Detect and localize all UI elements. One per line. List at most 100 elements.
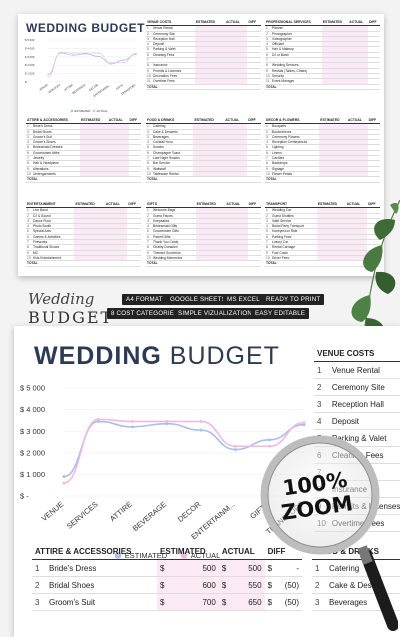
mini-row-item[interactable]: Backdrops (271, 160, 320, 167)
mini-cell-actual[interactable] (107, 160, 129, 167)
mini-cell-actual[interactable] (225, 218, 248, 225)
mini-cell-actual[interactable] (224, 52, 248, 59)
mini-cell-actual[interactable] (224, 134, 248, 141)
mini-cell-actual[interactable] (345, 234, 368, 241)
estimated-value[interactable]: 500 (169, 559, 219, 577)
mini-cell-estimated[interactable] (321, 46, 349, 53)
mini-cell-estimated[interactable] (80, 134, 108, 141)
mini-cell-estimated[interactable] (319, 150, 347, 157)
mini-cell-actual[interactable] (224, 25, 248, 32)
mini-cell-estimated[interactable] (193, 144, 225, 151)
mini-row-item[interactable]: Luxury Car (271, 239, 317, 246)
mini-cell-actual[interactable] (107, 150, 129, 157)
mini-row-item[interactable]: Photographer (271, 31, 322, 37)
mini-cell-estimated[interactable] (194, 31, 225, 37)
mini-cell-actual[interactable] (346, 150, 368, 157)
mini-cell-actual[interactable] (224, 62, 248, 69)
mini-row-item[interactable]: Waitstaff (152, 166, 194, 172)
mini-cell-actual[interactable] (346, 129, 368, 135)
mini-cell-estimated[interactable] (193, 160, 225, 167)
mini-cell-actual[interactable] (225, 244, 248, 251)
mini-cell-estimated[interactable] (74, 223, 105, 230)
food-row-item[interactable]: Catering (326, 559, 400, 577)
mini-cell-actual[interactable] (224, 41, 248, 48)
mini-cell-actual[interactable] (345, 228, 368, 235)
mini-cell-actual[interactable] (345, 239, 368, 246)
mini-cell-actual[interactable] (348, 57, 369, 64)
mini-row-item[interactable]: Boutonnieres (271, 129, 320, 135)
mini-cell-estimated[interactable] (319, 155, 347, 162)
attire-row-item[interactable]: Bridal Shoes (46, 576, 158, 594)
mini-cell-actual[interactable] (345, 250, 368, 256)
mini-cell-estimated[interactable] (80, 155, 108, 162)
mini-row-item[interactable]: Champagne Toast (152, 150, 194, 157)
mini-cell-actual[interactable] (104, 223, 128, 230)
mini-cell-actual[interactable] (225, 239, 248, 246)
mini-row-item[interactable]: Cleaning Fees (152, 52, 195, 59)
mini-cell-actual[interactable] (348, 46, 369, 53)
mini-row-item[interactable]: Valet Service (271, 218, 317, 225)
mini-cell-actual[interactable] (107, 166, 129, 172)
mini-cell-estimated[interactable] (193, 134, 225, 141)
mini-cell-actual[interactable] (107, 123, 129, 130)
mini-cell-actual[interactable] (348, 36, 369, 43)
mini-row-item[interactable]: Venue Rental (152, 25, 195, 32)
mini-cell-estimated[interactable] (193, 155, 225, 162)
mini-cell-estimated[interactable] (193, 129, 225, 135)
mini-cell-actual[interactable] (346, 144, 368, 151)
mini-cell-estimated[interactable] (316, 213, 346, 219)
mini-row-item[interactable]: Dance Floor (32, 218, 75, 225)
venue-row-item[interactable]: Venue Rental (328, 361, 400, 379)
mini-cell-actual[interactable] (224, 160, 248, 167)
mini-cell-estimated[interactable] (321, 25, 349, 32)
mini-row-item[interactable]: Alterations (32, 166, 81, 172)
mini-row-item[interactable]: Welcome Bags (152, 207, 196, 214)
mini-row-item[interactable]: DJ or Band (271, 52, 322, 59)
mini-cell-estimated[interactable] (321, 57, 349, 64)
mini-row-item[interactable]: Deposit (152, 41, 195, 48)
mini-row-item[interactable]: Ceremony Flowers (271, 134, 320, 141)
mini-cell-estimated[interactable] (80, 139, 108, 146)
mini-row-item[interactable]: Games & Activities (32, 234, 75, 241)
mini-row-item[interactable] (271, 57, 322, 64)
mini-row-item[interactable]: Bridal Party Transport (271, 223, 317, 230)
mini-cell-estimated[interactable] (195, 228, 226, 235)
mini-cell-estimated[interactable] (321, 52, 349, 59)
mini-row-item[interactable]: Tableware Rental (152, 171, 194, 178)
mini-cell-estimated[interactable] (74, 207, 105, 214)
mini-cell-estimated[interactable] (195, 250, 226, 256)
mini-cell-actual[interactable] (107, 134, 129, 141)
mini-cell-estimated[interactable] (193, 123, 225, 130)
mini-cell-actual[interactable] (104, 234, 128, 241)
mini-cell-actual[interactable] (104, 218, 128, 225)
mini-cell-estimated[interactable] (74, 250, 105, 256)
mini-cell-actual[interactable] (348, 52, 369, 59)
mini-cell-estimated[interactable] (74, 218, 105, 225)
mini-cell-actual[interactable] (345, 223, 368, 230)
mini-cell-estimated[interactable] (316, 228, 346, 235)
mini-row-item[interactable]: Special Acts (32, 228, 75, 235)
estimated-value[interactable]: 600 (169, 576, 219, 594)
mini-cell-estimated[interactable] (74, 228, 105, 235)
mini-cell-actual[interactable] (224, 73, 248, 80)
mini-cell-estimated[interactable] (80, 123, 108, 130)
mini-row-item[interactable]: Parking & Valet (152, 46, 195, 53)
mini-cell-actual[interactable] (348, 62, 369, 69)
mini-row-item[interactable]: Fireworks (32, 239, 75, 246)
mini-row-item[interactable]: Hair & Makeup (271, 46, 322, 53)
mini-cell-estimated[interactable] (319, 134, 347, 141)
mini-row-item[interactable]: MC (32, 250, 75, 256)
mini-row-item[interactable]: Kids Entertainment (32, 255, 75, 262)
mini-row-item[interactable]: Groom's Suit (32, 134, 81, 141)
mini-cell-actual[interactable] (104, 250, 128, 256)
mini-cell-estimated[interactable] (80, 144, 108, 151)
mini-cell-estimated[interactable] (194, 41, 225, 48)
mini-cell-estimated[interactable] (74, 239, 105, 246)
mini-cell-estimated[interactable] (316, 207, 346, 214)
mini-row-item[interactable]: Decoration Fees (152, 73, 195, 80)
mini-row-item[interactable]: Officiant (271, 41, 322, 48)
mini-cell-estimated[interactable] (321, 62, 349, 69)
mini-cell-estimated[interactable] (74, 213, 105, 219)
mini-row-item[interactable]: Guest Favors (152, 213, 196, 219)
mini-cell-estimated[interactable] (194, 46, 225, 53)
